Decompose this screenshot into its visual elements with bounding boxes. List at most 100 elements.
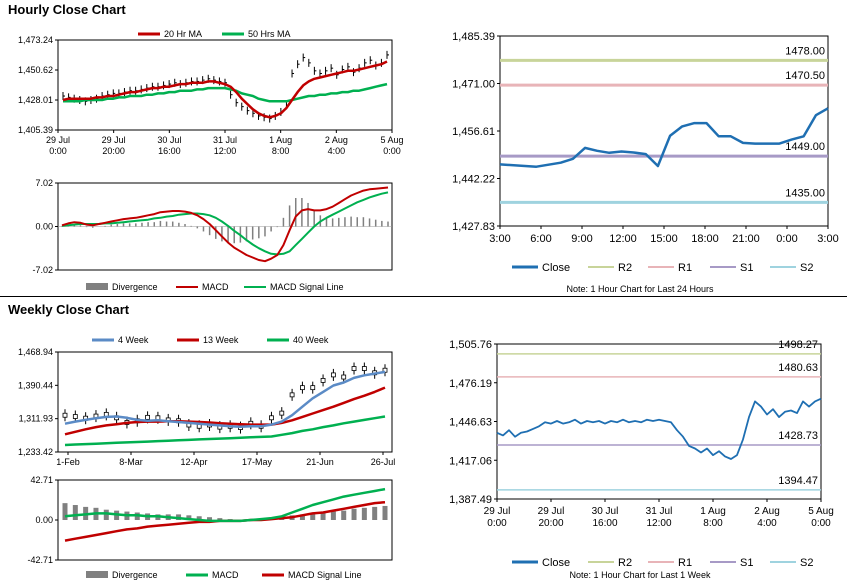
legend-hourly-signal-label: MACD Signal Line [270,282,344,292]
weekly-macd-line [64,487,386,523]
hourly-pivot-xtick-label: 3:00 [817,233,838,245]
weekly-close-candle [351,366,357,371]
weekly-price-xtick-label: 21-Jun [306,457,334,467]
hourly-price-xtick-label: 29 Jul [46,135,70,145]
hourly-price-xtick-label: 12:00 [214,146,237,156]
weekly-13-week-line [64,386,386,436]
weekly-pivot-legend-close-label: Close [542,557,570,569]
hourly-pivot-xtick-label: 6:00 [530,233,551,245]
hourly-pivot-ytick-label: 1,456.61 [452,126,495,138]
legend-hourly-macd-label: MACD [202,282,229,292]
hourly-pivot-legend-s1-label: S1 [740,262,753,274]
legend-weekly-divergence-label: Divergence [112,570,158,580]
hourly-price-xtick-label: 2 Aug [325,135,348,145]
hourly-pivot-legend-close-label: Close [542,262,570,274]
weekly-pivot-s2-label: 1394.47 [778,475,818,487]
weekly-divergence-bar [330,511,336,520]
weekly-pivot-ytick-label: 1,476.19 [449,378,492,390]
hourly-pivot-xtick-label: 21:00 [732,233,760,245]
weekly-price-ytick-label: 1,311.93 [19,414,53,424]
hourly-pivot-xtick-label: 3:00 [489,233,510,245]
legend-40-week-label: 40 Week [293,335,329,345]
weekly-price-ytick-label: 1,468.94 [18,347,53,357]
hourly-macd-line [61,186,389,263]
weekly-divergence-bar [72,505,78,520]
weekly-pivot-xtick-label: 2 Aug [754,506,780,517]
hourly-price-xtick-label: 0:00 [49,146,67,156]
hourly-20hr-ma-line [62,60,388,119]
weekly-close-candle [310,385,316,391]
weekly-divergence-bar [103,509,109,520]
weekly-close-candle [72,414,78,419]
hourly-pivot-s2-label: 1435.00 [785,187,825,199]
weekly-macd-ytick-label: 0.00 [35,515,53,525]
weekly-pivot-xtick-label: 29 Jul [484,506,511,517]
weekly-40-week-line [64,415,386,447]
hourly-price-ytick-label: 1,428.01 [18,95,53,105]
hourly-price-xtick-label: 0:00 [383,146,401,156]
hourly-pivot-note: Note: 1 Hour Chart for Last 24 Hours [566,284,714,294]
hourly-macd-ytick-label: -7.02 [32,265,53,275]
hourly-price-xtick-label: 1 Aug [269,135,292,145]
weekly-divergence-bar [341,510,347,520]
weekly-price-ytick-label: 1,390.44 [18,380,53,390]
hourly-pivot-ytick-label: 1,471.00 [452,79,495,91]
hourly-pivot-s1-label: 1449.00 [785,141,825,153]
hourly-pivot-xtick-label: 12:00 [609,233,637,245]
weekly-macd-ytick-label: 42.71 [30,475,53,485]
weekly-close-candle [279,410,285,416]
weekly-divergence-bar [217,518,223,520]
hourly-pivot-xtick-label: 18:00 [691,233,719,245]
weekly-pivot-xtick-label: 12:00 [646,518,671,529]
weekly-divergence-bar [186,515,192,520]
hourly-pivot-ytick-label: 1,442.22 [452,174,495,186]
hourly-macd-ytick-label: 0.00 [35,222,53,232]
weekly-pivot-ytick-label: 1,417.06 [449,455,492,467]
weekly-divergence-bar [227,519,233,521]
weekly-divergence-bar [320,512,326,520]
weekly-close-candle [320,378,326,383]
hourly-pivot-xtick-label: 9:00 [571,233,592,245]
weekly-pivot-close-line [496,397,822,460]
legend-13-week-label: 13 Week [203,335,239,345]
hourly-pivot-ytick-label: 1,485.39 [452,31,495,43]
hourly-pivot-ytick-label: 1,427.83 [452,221,495,233]
weekly-divergence-bar [299,514,305,520]
weekly-close-candle [361,366,367,371]
weekly-pivot-xtick-label: 0:00 [487,518,507,529]
weekly-pivot-xtick-label: 31 Jul [646,506,673,517]
hourly-price-xtick-label: 4:00 [328,146,346,156]
section-divider [0,296,847,297]
weekly-price-xtick-label: 8-Mar [119,457,143,467]
weekly-4-week-line [64,370,386,428]
weekly-divergence-bar [310,513,316,520]
weekly-pivot-ytick-label: 1,387.49 [449,494,492,506]
hourly-price-ytick-label: 1,450.62 [18,65,53,75]
hourly-price-xtick-label: 20:00 [102,146,125,156]
hourly-pivot-legend-r1-label: R1 [678,262,692,274]
weekly-close-candle [269,415,274,421]
weekly-chart-title: Weekly Close Chart [8,302,130,317]
weekly-divergence-bar [196,516,202,520]
weekly-price-plot-area [57,351,393,453]
weekly-pivot-r1-label: 1480.63 [778,362,818,374]
weekly-divergence-bar [372,506,378,520]
hourly-pivot-plot-area [499,35,829,227]
weekly-pivot-xtick-label: 1 Aug [700,506,726,517]
hourly-signal-line [61,191,389,256]
weekly-pivot-note: Note: 1 Hour Chart for Last 1 Week [570,570,711,580]
hourly-price-xtick-label: 8:00 [272,146,290,156]
hourly-pivot-legend-s2-label: S2 [800,262,813,274]
weekly-pivot-xtick-label: 29 Jul [538,506,565,517]
weekly-pivot-ytick-label: 1,505.76 [449,339,492,351]
legend-hourly-divergence-swatch [86,283,108,290]
weekly-pivot-xtick-label: 4:00 [757,518,777,529]
hourly-pivot-xtick-label: 15:00 [650,233,678,245]
weekly-divergence-bar [382,505,388,520]
weekly-pivot-xtick-label: 16:00 [592,518,617,529]
legend-20hr-ma-label: 20 Hr MA [164,29,202,39]
weekly-divergence-bar [62,503,68,520]
weekly-close-candle [145,414,150,420]
weekly-macd-ytick-label: -42.71 [27,555,53,565]
